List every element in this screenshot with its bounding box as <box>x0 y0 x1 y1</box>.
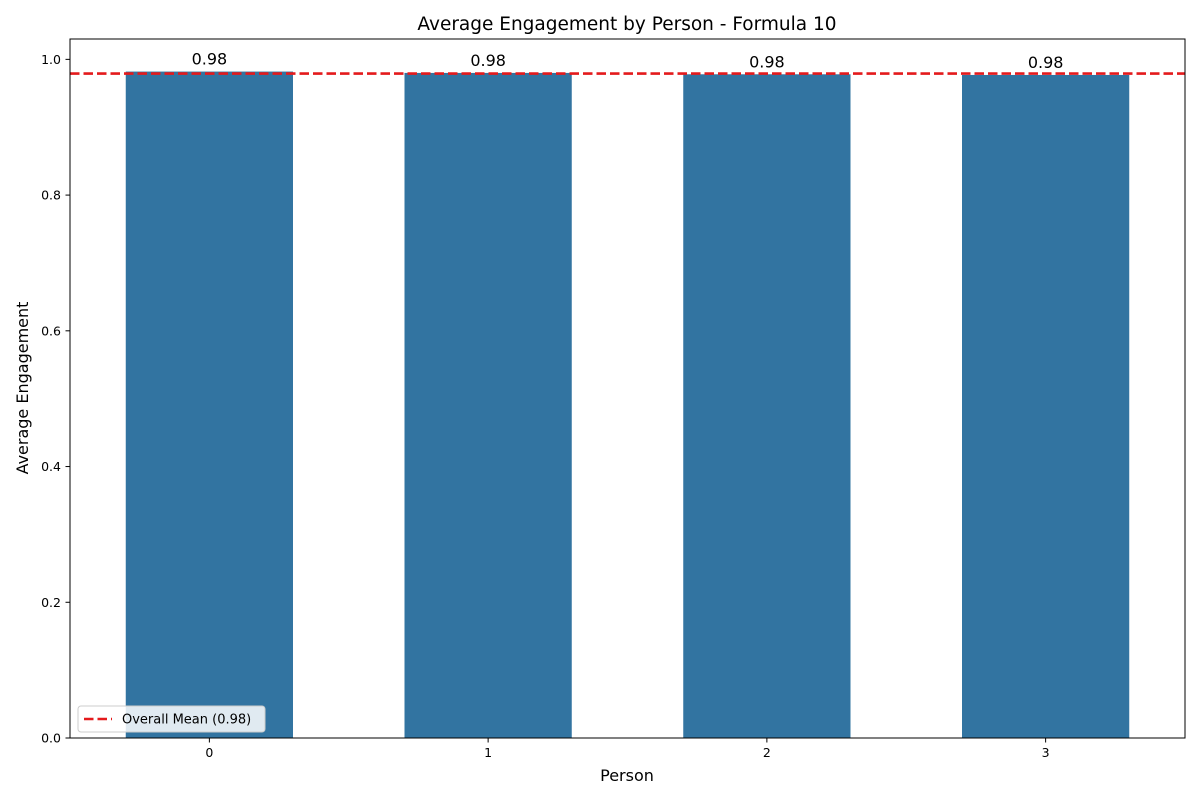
legend-entry-mean: Overall Mean (0.98) <box>122 713 251 728</box>
bar-value-label: 0.98 <box>749 52 785 71</box>
x-axis-title: Person <box>600 766 654 785</box>
y-tick-label: 0.4 <box>41 459 61 474</box>
plot-area: 0.98 0.98 0.98 0.98 0.0 0.2 0.4 0.6 0.8 1.0 0 1 2 3 Ov… <box>41 38 1186 760</box>
legend-box <box>77 705 266 733</box>
x-tick-label: 1 <box>484 745 492 760</box>
y-tick-label: 1.0 <box>41 52 61 67</box>
bar-value-label: 0.98 <box>1028 53 1064 72</box>
x-tick-label: 0 <box>205 745 213 760</box>
plot-frame <box>69 38 1186 739</box>
bar-person-3 <box>962 74 1130 739</box>
x-tick-label: 2 <box>763 745 771 760</box>
x-tick-label: 3 <box>1042 745 1050 760</box>
chart-title: Average Engagement by Person - Formula 1… <box>417 14 836 35</box>
bar-value-label: 0.98 <box>192 50 228 69</box>
y-tick-label: 0.8 <box>41 188 61 203</box>
y-tick-label: 0.0 <box>41 731 61 746</box>
bar-person-1 <box>404 72 572 739</box>
y-tick-label: 0.6 <box>41 323 61 338</box>
bar-value-label: 0.98 <box>470 51 506 70</box>
y-tick-label: 0.2 <box>41 595 61 610</box>
bar-person-0 <box>125 71 293 738</box>
y-axis-title: Average Engagement <box>13 302 32 475</box>
bar-person-2 <box>683 74 851 739</box>
